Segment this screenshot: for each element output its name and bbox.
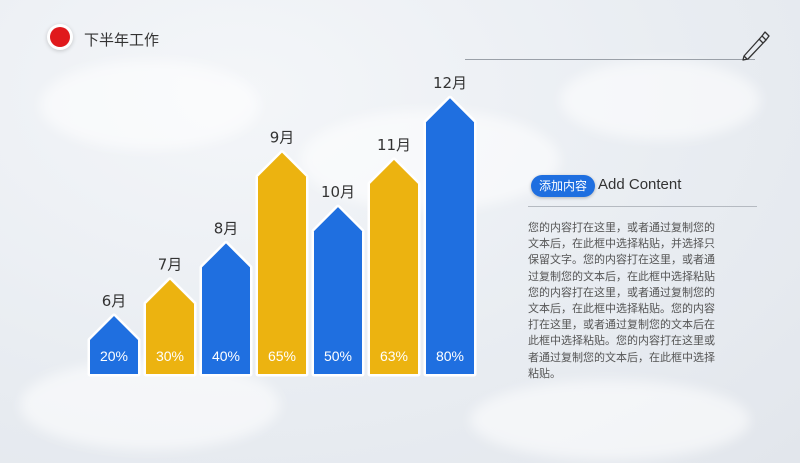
bar-11月 (370, 159, 418, 374)
add-content-badge: 添加内容 (531, 175, 595, 197)
category-label: 6月 (102, 292, 127, 310)
bar-value-label: 65% (268, 348, 296, 364)
background-cloud (470, 380, 750, 460)
header-divider (465, 59, 755, 60)
bar-value-label: 30% (156, 348, 184, 364)
bar-7月 (146, 279, 194, 374)
bar-12月 (426, 98, 474, 374)
category-label: 11月 (377, 136, 411, 154)
category-label: 9月 (270, 129, 295, 147)
bar-8月 (202, 243, 250, 374)
legend-divider (528, 206, 757, 207)
page-title: 下半年工作 (84, 31, 160, 49)
pen-icon (742, 31, 770, 61)
header-dot-icon (50, 27, 70, 47)
legend-title: Add Content (598, 176, 682, 193)
bar-value-label: 63% (380, 348, 408, 364)
category-label: 8月 (214, 219, 239, 237)
bar-value-label: 50% (324, 348, 352, 364)
description-text: 您的内容打在这里，或者通过复制您的文本后，在此框中选择粘贴，并选择只保留文字。您… (528, 221, 715, 380)
bar-6月 (90, 316, 138, 374)
category-label: 7月 (158, 256, 183, 274)
bar-value-label: 40% (212, 348, 240, 364)
background-cloud (560, 60, 760, 140)
background-cloud (40, 60, 260, 150)
category-label: 10月 (321, 183, 355, 201)
category-label: 12月 (433, 74, 467, 92)
bar-value-label: 80% (436, 348, 464, 364)
bar-9月 (258, 152, 306, 374)
bar-value-label: 20% (100, 348, 128, 364)
bar-10月 (314, 207, 362, 374)
